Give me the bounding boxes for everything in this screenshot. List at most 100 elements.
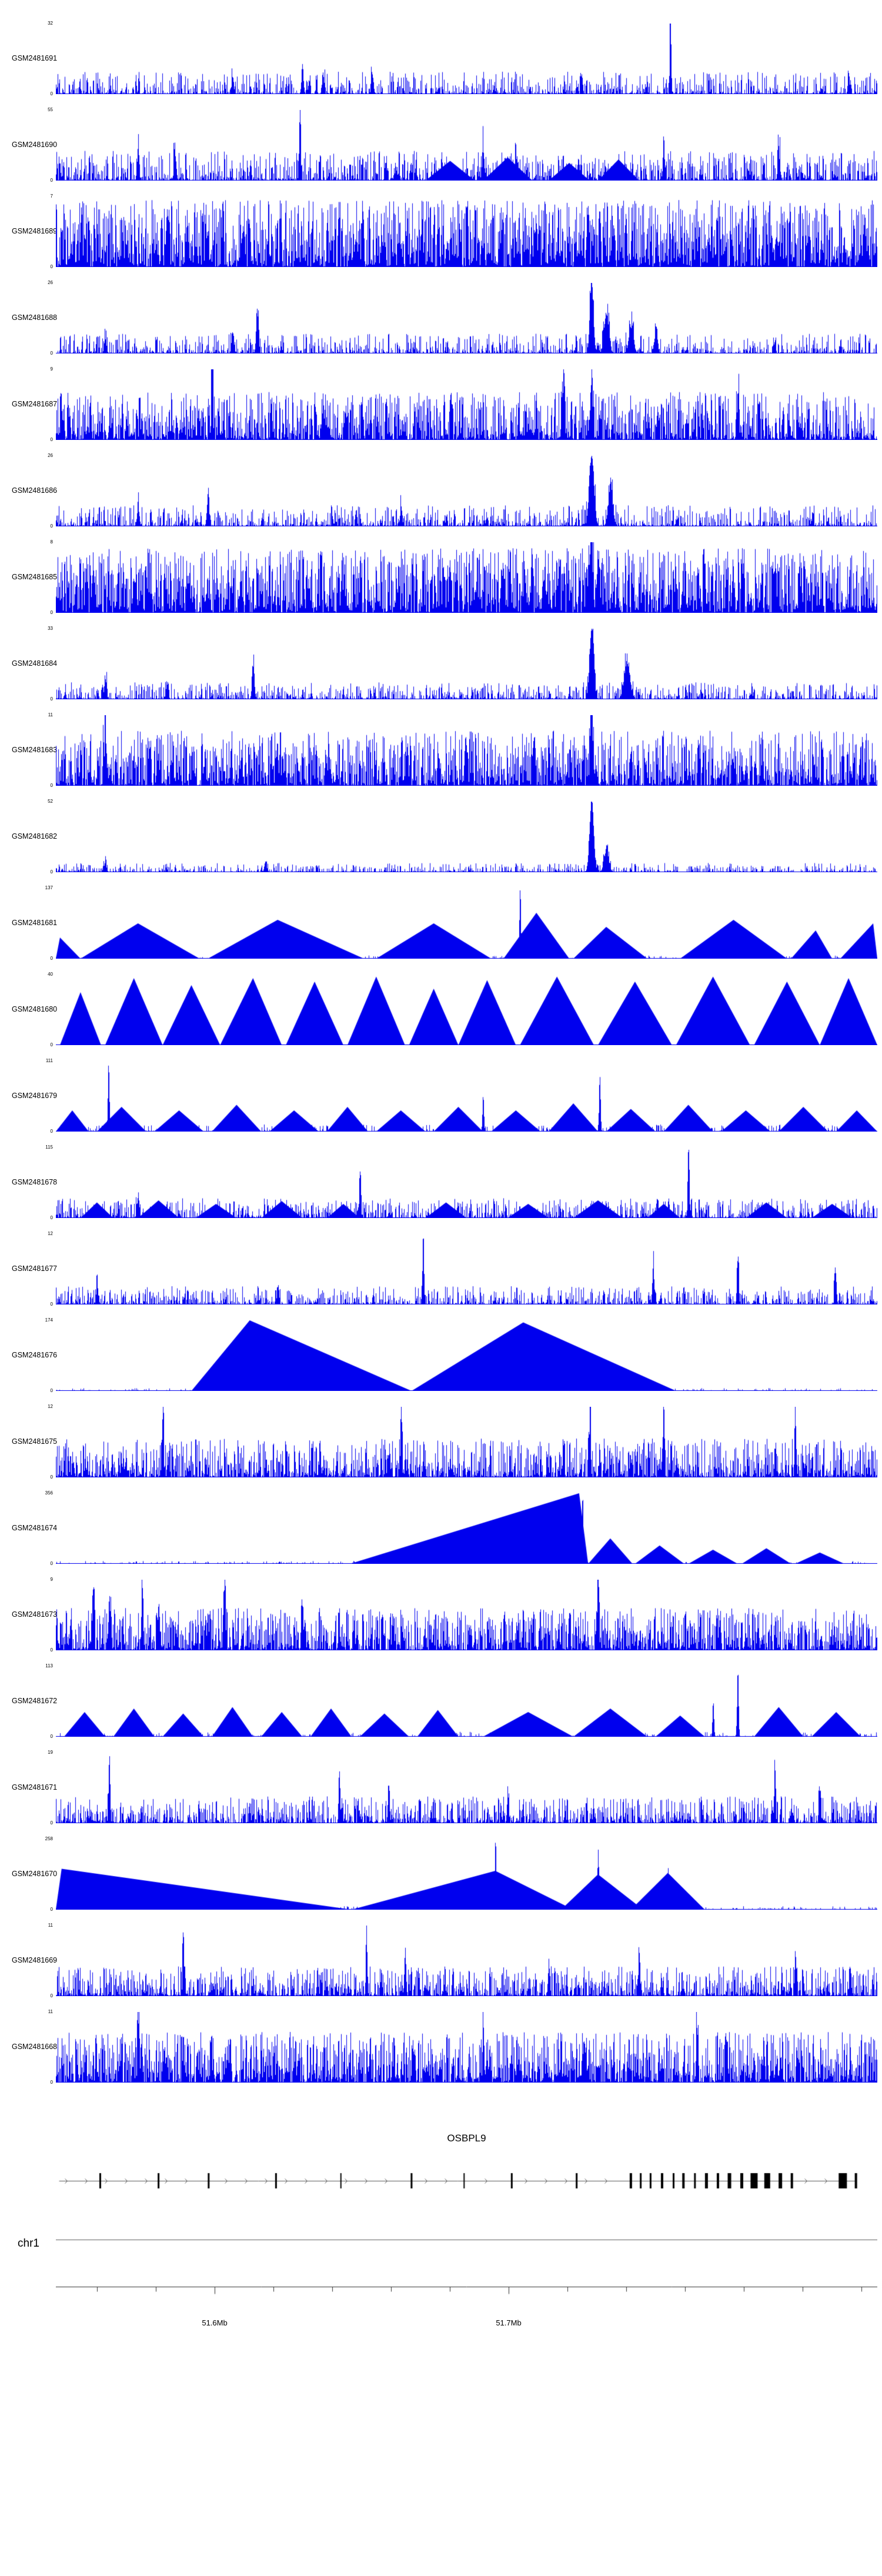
coverage-track: GSM2481679 111 0	[0, 1053, 882, 1139]
coverage-track: GSM2481671 19 0	[0, 1744, 882, 1831]
y-axis-zero-label: 0	[50, 1647, 53, 1653]
y-axis-zero-label: 0	[50, 696, 53, 702]
coverage-signal-canvas	[56, 715, 877, 786]
track-label: GSM2481679	[12, 1092, 58, 1100]
coverage-track: GSM2481683 11 0	[0, 707, 882, 793]
track-label: GSM2481683	[12, 746, 58, 754]
y-axis-zero-label: 0	[50, 610, 53, 615]
y-axis-max-label: 32	[48, 21, 53, 26]
coverage-track: GSM2481682 52 0	[0, 793, 882, 880]
coverage-track: GSM2481668 11 0	[0, 2004, 882, 2090]
coverage-track: GSM2481670 258 0	[0, 1831, 882, 1917]
y-axis-max-label: 137	[45, 885, 53, 890]
coverage-track: GSM2481684 33 0	[0, 620, 882, 707]
y-axis-max-label: 26	[48, 453, 53, 458]
y-axis-max-label: 115	[45, 1144, 53, 1150]
y-axis-max-label: 26	[48, 280, 53, 285]
y-axis-max-label: 12	[48, 1231, 53, 1236]
y-axis-max-label: 8	[50, 539, 53, 545]
y-axis-zero-label: 0	[50, 1215, 53, 1220]
y-axis-max-label: 12	[48, 1404, 53, 1409]
coverage-track: GSM2481673 9 0	[0, 1571, 882, 1658]
track-label: GSM2481691	[12, 54, 58, 62]
y-axis-max-label: 55	[48, 107, 53, 112]
track-label: GSM2481669	[12, 1956, 58, 1964]
coverage-track: GSM2481675 12 0	[0, 1399, 882, 1485]
y-axis-zero-label: 0	[50, 783, 53, 788]
coverage-signal-canvas	[56, 110, 877, 181]
chromosome-label: chr1	[18, 2237, 39, 2250]
track-label: GSM2481675	[12, 1437, 58, 1446]
coverage-signal-canvas	[56, 542, 877, 613]
coverage-track: GSM2481678 115 0	[0, 1139, 882, 1226]
coverage-track: GSM2481688 26 0	[0, 275, 882, 361]
track-label: GSM2481687	[12, 400, 58, 408]
track-label: GSM2481671	[12, 1783, 58, 1791]
coverage-track: GSM2481690 55 0	[0, 102, 882, 188]
y-axis-max-label: 174	[45, 1317, 53, 1323]
track-label: GSM2481670	[12, 1870, 58, 1878]
y-axis-zero-label: 0	[50, 869, 53, 875]
gene-name-label: OSBPL9	[447, 2133, 486, 2144]
axis-tick-label: 51.6Mb	[202, 2318, 228, 2327]
track-label: GSM2481677	[12, 1264, 58, 1273]
track-label: GSM2481676	[12, 1351, 58, 1359]
track-label: GSM2481668	[12, 2043, 58, 2051]
track-label: GSM2481674	[12, 1524, 58, 1532]
y-axis-zero-label: 0	[50, 1561, 53, 1566]
coverage-signal-canvas	[56, 1147, 877, 1218]
coverage-track: GSM2481677 12 0	[0, 1226, 882, 1312]
y-axis-max-label: 356	[45, 1490, 53, 1496]
track-label: GSM2481673	[12, 1610, 58, 1619]
coverage-signal-canvas	[56, 369, 877, 440]
y-axis-max-label: 19	[48, 1750, 53, 1755]
y-axis-max-label: 11	[48, 2009, 53, 2014]
coverage-track: GSM2481691 32 0	[0, 15, 882, 102]
coverage-track: GSM2481676 174 0	[0, 1312, 882, 1399]
coverage-signal-canvas	[56, 2012, 877, 2083]
y-axis-zero-label: 0	[50, 1474, 53, 1480]
coverage-signal-canvas	[56, 1407, 877, 1477]
coverage-track: GSM2481680 40 0	[0, 966, 882, 1053]
y-axis-zero-label: 0	[50, 351, 53, 356]
y-axis-max-label: 113	[45, 1663, 53, 1669]
coverage-signal-canvas	[56, 1320, 877, 1391]
coverage-track: GSM2481689 7 0	[0, 188, 882, 275]
coverage-signal-canvas	[56, 283, 877, 353]
coverage-signal-canvas	[56, 1926, 877, 1996]
coverage-track: GSM2481681 137 0	[0, 880, 882, 966]
y-axis-zero-label: 0	[50, 437, 53, 442]
y-axis-zero-label: 0	[50, 264, 53, 269]
track-label: GSM2481672	[12, 1697, 58, 1705]
coverage-tracks: GSM2481691 32 0 GSM2481690 55 0 GSM24816…	[0, 15, 882, 2090]
track-label: GSM2481681	[12, 919, 58, 927]
y-axis-zero-label: 0	[50, 956, 53, 961]
coverage-signal-canvas	[56, 1234, 877, 1304]
track-label: GSM2481690	[12, 141, 58, 149]
coverage-signal-canvas	[56, 888, 877, 959]
track-label: GSM2481686	[12, 486, 58, 495]
y-axis-zero-label: 0	[50, 178, 53, 183]
y-axis-zero-label: 0	[50, 91, 53, 96]
track-label: GSM2481682	[12, 832, 58, 840]
y-axis-zero-label: 0	[50, 1993, 53, 1998]
genome-axis-canvas	[56, 2283, 877, 2297]
coverage-track: GSM2481672 113 0	[0, 1658, 882, 1744]
y-axis-max-label: 9	[50, 366, 53, 372]
coverage-signal-canvas	[56, 456, 877, 526]
coverage-signal-canvas	[56, 1061, 877, 1132]
coverage-signal-canvas	[56, 1666, 877, 1737]
y-axis-max-label: 111	[45, 1058, 53, 1063]
y-axis-zero-label: 0	[50, 1907, 53, 1912]
track-label: GSM2481688	[12, 313, 58, 322]
y-axis-zero-label: 0	[50, 2080, 53, 2085]
track-label: GSM2481680	[12, 1005, 58, 1013]
coverage-track: GSM2481674 356 0	[0, 1485, 882, 1571]
y-axis-max-label: 40	[48, 972, 53, 977]
coverage-signal-canvas	[56, 629, 877, 699]
y-axis-max-label: 9	[50, 1577, 53, 1582]
y-axis-zero-label: 0	[50, 1129, 53, 1134]
coverage-track: GSM2481669 11 0	[0, 1917, 882, 2004]
y-axis-zero-label: 0	[50, 1820, 53, 1826]
